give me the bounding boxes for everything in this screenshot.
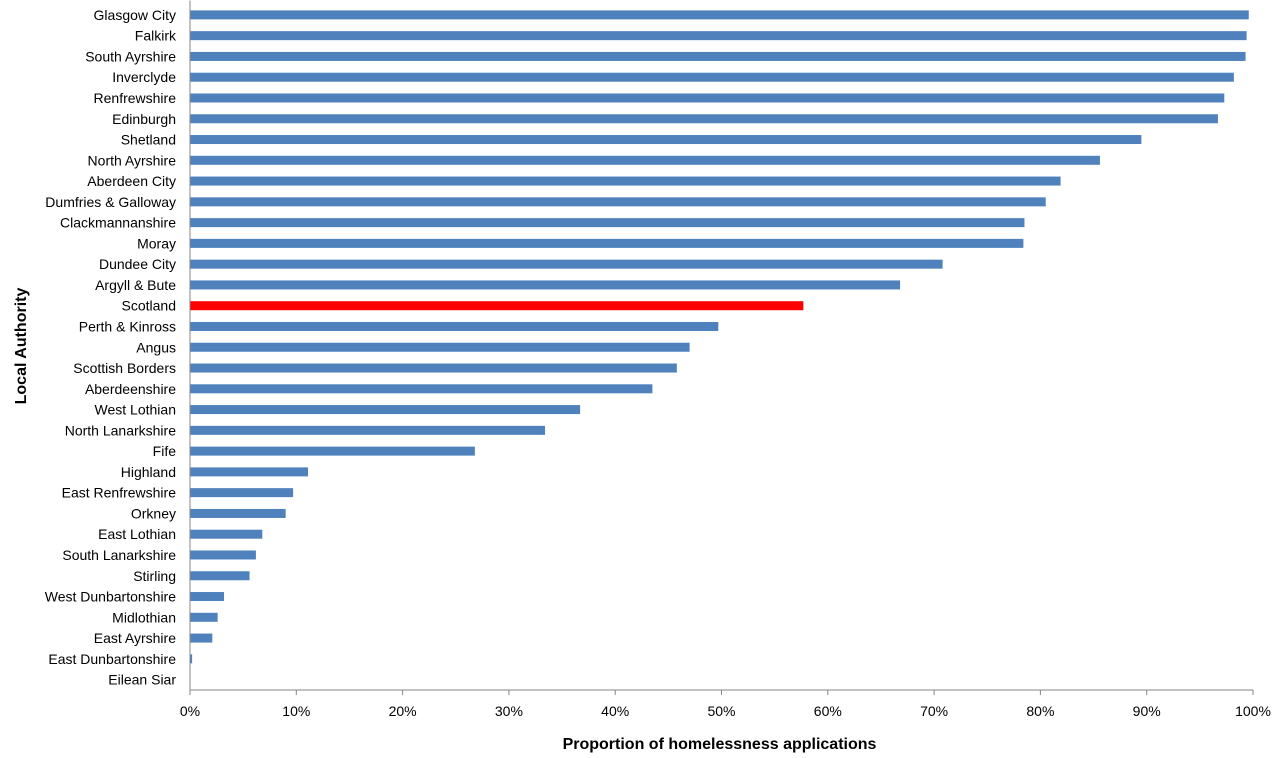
category-label-eilean-siar: Eilean Siar (108, 672, 176, 688)
category-label-orkney: Orkney (131, 505, 176, 521)
category-label-glasgow-city: Glasgow City (94, 7, 176, 23)
category-label-aberdeen-city: Aberdeen City (87, 173, 176, 189)
bar-angus (190, 342, 690, 352)
x-tick-label: 0% (180, 703, 200, 719)
category-label-stirling: Stirling (133, 568, 176, 584)
category-label-clackmannanshire: Clackmannanshire (60, 215, 176, 231)
bar-scottish-borders (190, 363, 677, 373)
bar-north-lanarkshire (190, 425, 546, 435)
bar-south-lanarkshire (190, 550, 256, 560)
x-tick-label: 20% (389, 703, 417, 719)
category-label-west-lothian: West Lothian (95, 402, 176, 418)
bar-perth-and-kinross (190, 321, 719, 331)
category-label-angus: Angus (136, 339, 176, 355)
category-label-moray: Moray (137, 235, 176, 251)
bar-glasgow-city (190, 10, 1249, 20)
bar-aberdeenshire (190, 384, 653, 394)
bar-clackmannanshire (190, 218, 1025, 228)
category-label-perth-and-kinross: Perth & Kinross (79, 318, 176, 334)
bar-edinburgh (190, 114, 1218, 124)
bar-stirling (190, 571, 250, 581)
bar-east-dunbartonshire (190, 654, 193, 664)
x-tick-label: 30% (495, 703, 523, 719)
bars-group (190, 10, 1249, 664)
bar-argyll-and-bute (190, 280, 901, 290)
x-tick-label: 10% (282, 703, 310, 719)
bar-falkirk (190, 31, 1247, 41)
category-label-shetland: Shetland (121, 132, 176, 148)
category-label-scottish-borders: Scottish Borders (73, 360, 176, 376)
x-tick-label: 80% (1026, 703, 1054, 719)
bar-dumfries-and-galloway (190, 197, 1046, 207)
category-label-east-lothian: East Lothian (98, 526, 176, 542)
x-tick-label: 60% (814, 703, 842, 719)
category-label-fife: Fife (153, 443, 177, 459)
x-axis-title: Proportion of homelessness applications (563, 736, 877, 753)
bar-highland (190, 467, 308, 477)
bar-west-lothian (190, 405, 581, 415)
category-label-north-ayrshire: North Ayrshire (88, 152, 177, 168)
category-label-south-lanarkshire: South Lanarkshire (62, 547, 176, 563)
bar-south-ayrshire (190, 51, 1246, 61)
bar-west-dunbartonshire (190, 592, 225, 602)
bar-scotland (190, 301, 804, 311)
bar-renfrewshire (190, 93, 1225, 103)
category-label-east-renfrewshire: East Renfrewshire (62, 485, 177, 501)
category-label-dundee-city: Dundee City (99, 256, 176, 272)
category-label-falkirk: Falkirk (135, 28, 177, 44)
bar-east-renfrewshire (190, 488, 294, 498)
bar-east-ayrshire (190, 633, 213, 643)
bar-orkney (190, 508, 286, 518)
category-label-highland: Highland (121, 464, 176, 480)
x-tick-label: 90% (1133, 703, 1161, 719)
category-labels: Glasgow City Falkirk South Ayrshire Invercl… (45, 7, 177, 688)
bar-moray (190, 238, 1024, 248)
category-label-edinburgh: Edinburgh (112, 111, 176, 127)
category-label-inverclyde: Inverclyde (112, 69, 176, 85)
bar-aberdeen-city (190, 176, 1061, 186)
x-tick-label: 50% (707, 703, 735, 719)
bar-east-lothian (190, 529, 263, 539)
x-tick-label: 70% (920, 703, 948, 719)
bar-inverclyde (190, 72, 1234, 82)
category-label-north-lanarkshire: North Lanarkshire (65, 422, 176, 438)
category-label-east-dunbartonshire: East Dunbartonshire (48, 651, 176, 667)
x-tick-label: 40% (601, 703, 629, 719)
bar-midlothian (190, 612, 218, 622)
category-label-argyll-and-bute: Argyll & Bute (95, 277, 176, 293)
category-label-scotland: Scotland (122, 298, 176, 314)
category-label-renfrewshire: Renfrewshire (94, 90, 177, 106)
bar-fife (190, 446, 475, 456)
category-label-midlothian: Midlothian (112, 609, 176, 625)
x-tick-label: 100% (1235, 703, 1271, 719)
category-label-south-ayrshire: South Ayrshire (85, 48, 176, 64)
bar-dundee-city (190, 259, 943, 269)
bar-shetland (190, 135, 1142, 145)
category-label-east-ayrshire: East Ayrshire (94, 630, 176, 646)
category-label-dumfries-and-galloway: Dumfries & Galloway (45, 194, 176, 210)
category-label-west-dunbartonshire: West Dunbartonshire (45, 589, 176, 605)
y-axis-title: Local Authority (13, 288, 30, 405)
bar-north-ayrshire (190, 155, 1100, 165)
x-axis-ticks: 0% 10% 20% 30% 40% 50% 60% 70% 80% 90% 100% (180, 690, 1271, 719)
category-label-aberdeenshire: Aberdeenshire (85, 381, 176, 397)
